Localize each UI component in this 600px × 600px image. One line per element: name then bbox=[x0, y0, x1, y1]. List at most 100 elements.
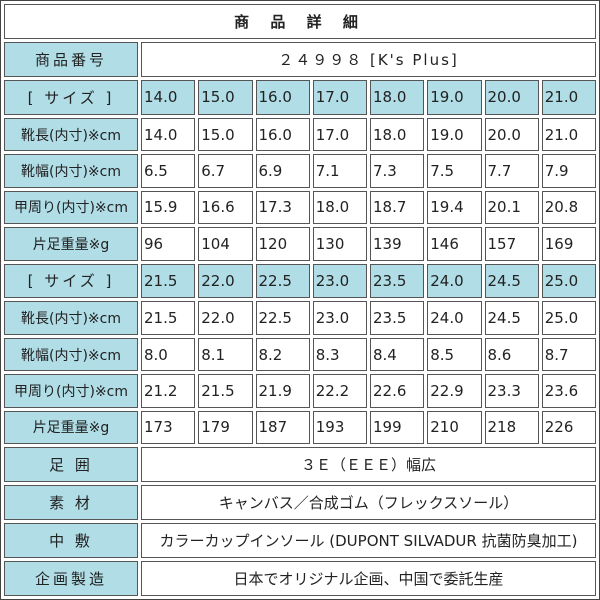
detail-value: ３Ｅ（ＥＥＥ）幅広 bbox=[141, 447, 596, 483]
measurement-value: 22.6 bbox=[370, 374, 425, 408]
measurement-value: 193 bbox=[312, 410, 367, 445]
measurement-value: 14.0 bbox=[141, 117, 196, 152]
measurement-label: 片足重量※g bbox=[4, 410, 138, 445]
size-cell: 23.0 bbox=[312, 263, 367, 299]
measurement-value: 7.5 bbox=[427, 154, 482, 188]
measurement-value: 6.9 bbox=[255, 154, 310, 188]
measurement-value: 24.5 bbox=[484, 301, 539, 335]
measurement-value: 22.5 bbox=[255, 301, 310, 335]
measurement-value: 8.3 bbox=[312, 337, 367, 372]
size-cell: 20.0 bbox=[484, 79, 539, 115]
measurement-value: 20.1 bbox=[484, 190, 539, 225]
measurement-label: 靴幅(内寸)※cm bbox=[4, 154, 138, 188]
table-title: 商 品 詳 細 bbox=[4, 4, 596, 39]
measurement-value: 22.0 bbox=[198, 301, 253, 335]
size-cell: 15.0 bbox=[198, 79, 253, 115]
measurement-value: 7.7 bbox=[484, 154, 539, 188]
detail-label: 素 材 bbox=[4, 485, 138, 520]
measurement-value: 21.5 bbox=[198, 374, 253, 408]
measurement-value: 8.5 bbox=[427, 337, 482, 372]
measurement-label: 靴長(内寸)※cm bbox=[4, 117, 138, 152]
size-cell: 16.0 bbox=[255, 79, 310, 115]
detail-label: 企画製造 bbox=[4, 560, 138, 596]
detail-value: カラーカップインソール (DUPONT SILVADUR 抗菌防臭加工) bbox=[141, 523, 596, 558]
size-cell: 24.5 bbox=[484, 263, 539, 299]
size-label: [ サイズ ] bbox=[4, 263, 138, 299]
detail-value: キャンバス／合成ゴム（フレックスソール） bbox=[141, 485, 596, 520]
measurement-value: 8.2 bbox=[255, 337, 310, 372]
measurement-value: 20.0 bbox=[484, 117, 539, 152]
measurement-row: 甲周り(内寸)※cm 15.9 16.6 17.3 18.0 18.7 19.4 20.1 20… bbox=[4, 190, 596, 225]
measurement-value: 22.9 bbox=[427, 374, 482, 408]
size-cell: 21.0 bbox=[541, 79, 596, 115]
measurement-label: 甲周り(内寸)※cm bbox=[4, 190, 138, 225]
detail-row: 中 敷カラーカップインソール (DUPONT SILVADUR 抗菌防臭加工) bbox=[4, 523, 596, 558]
measurement-label: 片足重量※g bbox=[4, 227, 138, 261]
measurement-value: 22.2 bbox=[312, 374, 367, 408]
measurement-value: 173 bbox=[141, 410, 196, 445]
measurement-value: 6.7 bbox=[198, 154, 253, 188]
measurement-value: 24.0 bbox=[427, 301, 482, 335]
measurement-value: 8.7 bbox=[541, 337, 596, 372]
size-label: [ サイズ ] bbox=[4, 79, 138, 115]
size-cell: 14.0 bbox=[141, 79, 196, 115]
measurement-value: 139 bbox=[370, 227, 425, 261]
measurement-value: 187 bbox=[255, 410, 310, 445]
detail-label: 足 囲 bbox=[4, 447, 138, 483]
measurement-value: 8.1 bbox=[198, 337, 253, 372]
measurement-value: 23.6 bbox=[541, 374, 596, 408]
size-cell: 21.5 bbox=[141, 263, 196, 299]
measurement-row: 片足重量※g 173 179 187 193 199 210 218 226 bbox=[4, 410, 596, 445]
measurement-value: 15.9 bbox=[141, 190, 196, 225]
measurement-value: 226 bbox=[541, 410, 596, 445]
measurement-label: 靴長(内寸)※cm bbox=[4, 301, 138, 335]
measurement-value: 169 bbox=[541, 227, 596, 261]
detail-label: 中 敷 bbox=[4, 523, 138, 558]
measurement-row: 靴幅(内寸)※cm 6.5 6.7 6.9 7.1 7.3 7.5 7.7 7.9 bbox=[4, 154, 596, 188]
detail-value: 日本でオリジナル企画、中国で委託生産 bbox=[141, 560, 596, 596]
measurement-value: 7.9 bbox=[541, 154, 596, 188]
measurement-value: 25.0 bbox=[541, 301, 596, 335]
measurement-value: 157 bbox=[484, 227, 539, 261]
title-row: 商 品 詳 細 bbox=[4, 4, 596, 39]
measurement-value: 218 bbox=[484, 410, 539, 445]
measurement-value: 7.1 bbox=[312, 154, 367, 188]
measurement-value: 23.3 bbox=[484, 374, 539, 408]
measurement-value: 21.2 bbox=[141, 374, 196, 408]
measurement-value: 21.9 bbox=[255, 374, 310, 408]
measurement-value: 18.0 bbox=[312, 190, 367, 225]
detail-row: 素 材キャンバス／合成ゴム（フレックスソール） bbox=[4, 485, 596, 520]
measurement-value: 8.4 bbox=[370, 337, 425, 372]
measurement-row: 靴長(内寸)※cm 21.5 22.0 22.5 23.0 23.5 24.0 24.5 25.… bbox=[4, 301, 596, 335]
size-cell: 17.0 bbox=[312, 79, 367, 115]
measurement-value: 15.0 bbox=[198, 117, 253, 152]
measurement-value: 7.3 bbox=[370, 154, 425, 188]
measurement-value: 146 bbox=[427, 227, 482, 261]
measurement-value: 120 bbox=[255, 227, 310, 261]
measurement-value: 20.8 bbox=[541, 190, 596, 225]
measurement-row: 片足重量※g 96 104 120 130 139 146 157 169 bbox=[4, 227, 596, 261]
measurement-row: 甲周り(内寸)※cm 21.2 21.5 21.9 22.2 22.6 22.9 23.3 23… bbox=[4, 374, 596, 408]
measurement-row: 靴長(内寸)※cm 14.0 15.0 16.0 17.0 18.0 19.0 20.0 21.… bbox=[4, 117, 596, 152]
size-cell: 24.0 bbox=[427, 263, 482, 299]
measurement-value: 19.4 bbox=[427, 190, 482, 225]
measurement-value: 21.5 bbox=[141, 301, 196, 335]
product-number-row: 商品番号 ２４９９８ [K's Plus] bbox=[4, 41, 596, 77]
size-cell: 22.5 bbox=[255, 263, 310, 299]
measurement-value: 179 bbox=[198, 410, 253, 445]
measurement-value: 8.0 bbox=[141, 337, 196, 372]
measurement-value: 23.0 bbox=[312, 301, 367, 335]
detail-row: 足 囲 ３Ｅ（ＥＥＥ）幅広 bbox=[4, 447, 596, 483]
measurement-value: 21.0 bbox=[541, 117, 596, 152]
measurement-value: 16.0 bbox=[255, 117, 310, 152]
measurement-value: 17.0 bbox=[312, 117, 367, 152]
size-cell: 23.5 bbox=[370, 263, 425, 299]
measurement-value: 199 bbox=[370, 410, 425, 445]
measurement-row: 靴幅(内寸)※cm 8.0 8.1 8.2 8.3 8.4 8.5 8.6 8.7 bbox=[4, 337, 596, 372]
measurement-value: 130 bbox=[312, 227, 367, 261]
size-header-row: [ サイズ ] 14.0 15.0 16.0 17.0 18.0 19.0 20.0 21.0 bbox=[4, 79, 596, 115]
measurement-label: 甲周り(内寸)※cm bbox=[4, 374, 138, 408]
measurement-value: 8.6 bbox=[484, 337, 539, 372]
measurement-value: 19.0 bbox=[427, 117, 482, 152]
measurement-value: 17.3 bbox=[255, 190, 310, 225]
